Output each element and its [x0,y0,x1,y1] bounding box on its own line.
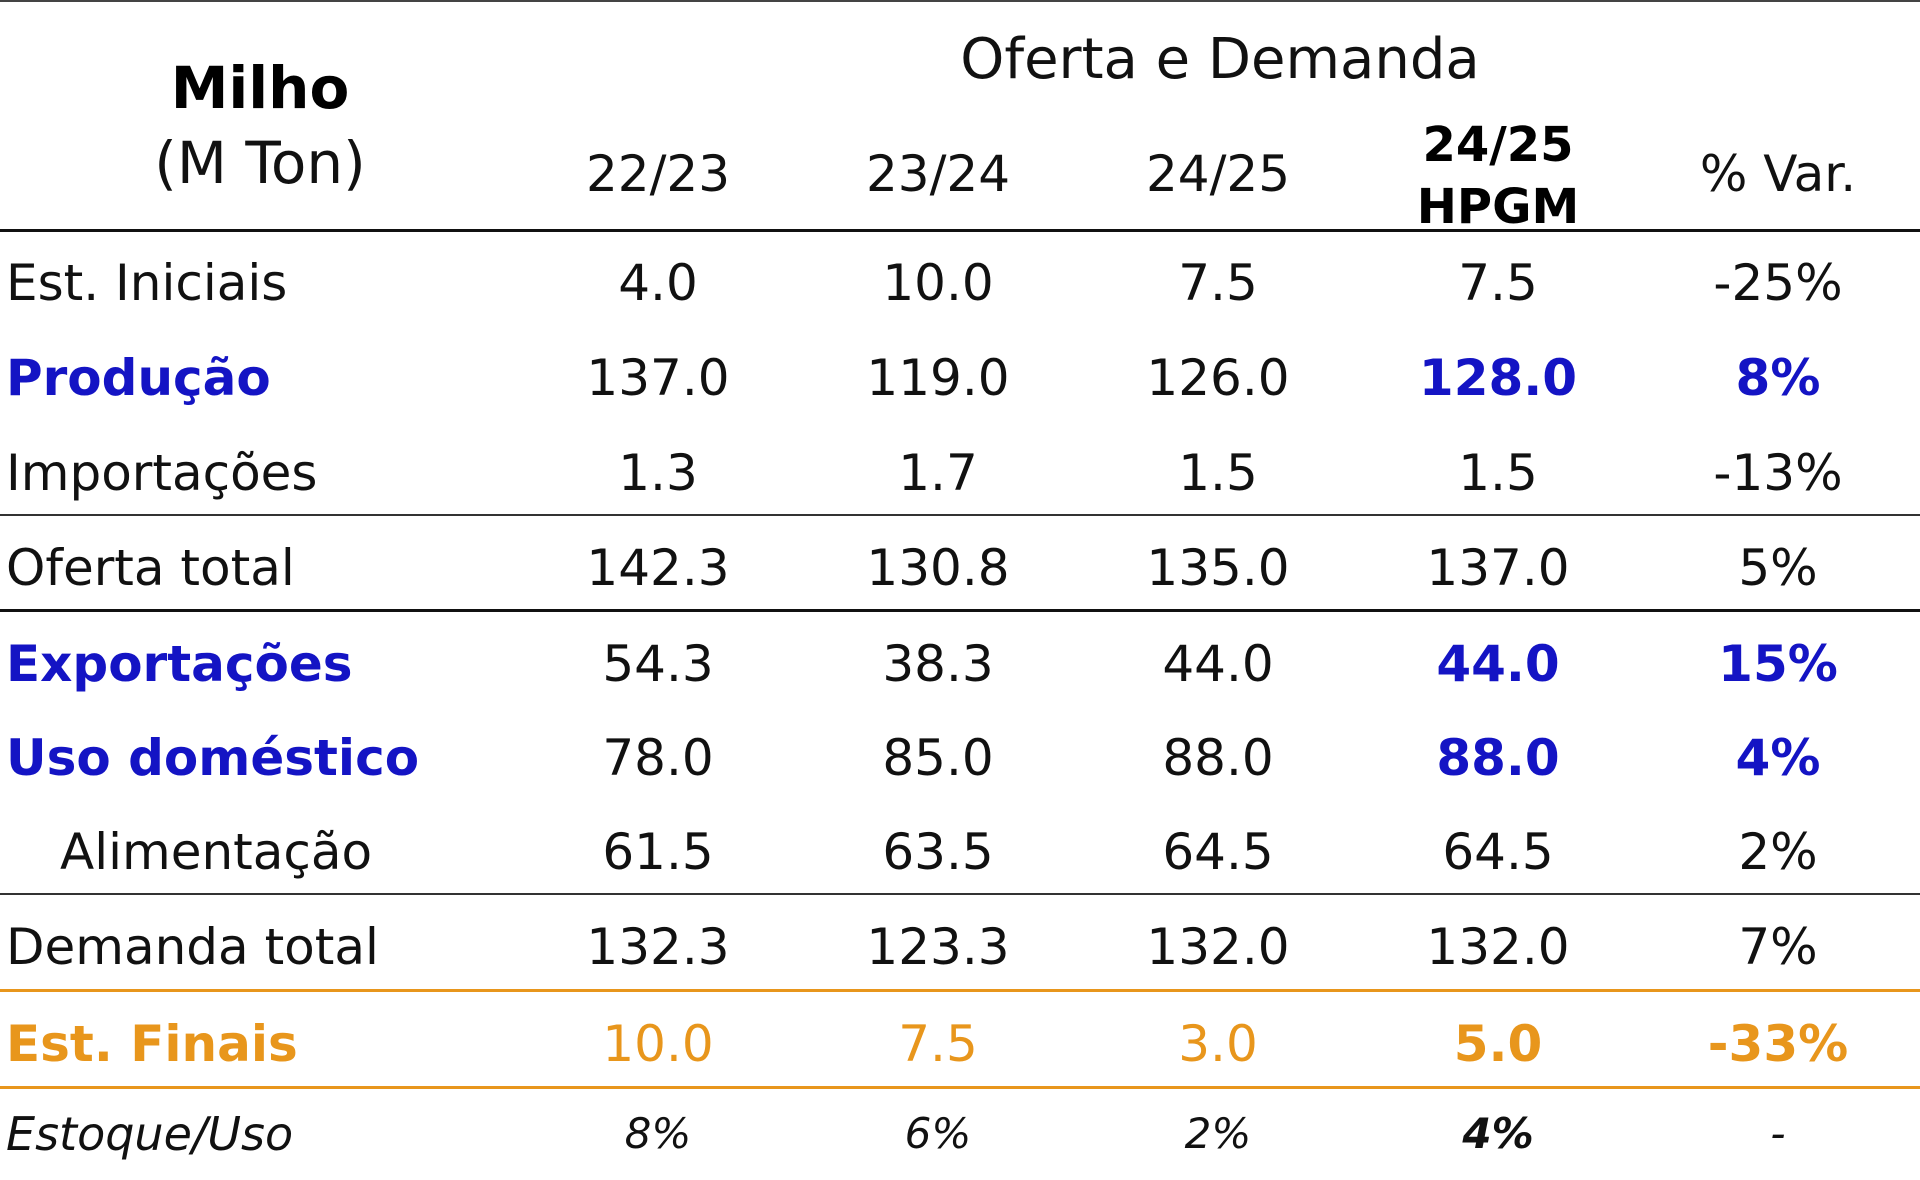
column-header-22-23: 22/23 [585,145,731,203]
column-header-23-24: 23/24 [865,145,1011,203]
row-label: Produção [6,349,271,407]
cell-value: -25% [1713,254,1843,312]
cell-value: 78.0 [602,729,714,787]
cell-value: 3.0 [1178,1015,1258,1073]
cell-value: 7.5 [1458,254,1538,312]
commodity-title: Milho [170,54,350,122]
cell-value: 64.5 [1442,823,1554,881]
table-row: Estoque/Uso 8% 6% 2% 4% - [0,1094,1920,1174]
cell-value: 61.5 [602,823,714,881]
table-row: Importações 1.3 1.7 1.5 1.5 -13% [0,433,1920,513]
divider-line [0,609,1920,612]
cell-value: 1.5 [1458,444,1538,502]
cell-value: 137.0 [1426,539,1570,597]
cell-value: 1.7 [898,444,978,502]
cell-value: 8% [624,1109,692,1158]
column-header-pct-var: % Var. [1699,145,1857,203]
cell-value: 4% [1462,1109,1534,1158]
cell-value: 126.0 [1146,349,1290,407]
cell-value: 2% [1738,823,1818,881]
divider-line [0,893,1920,895]
table-row: Est. Iniciais 4.0 10.0 7.5 7.5 -25% [0,243,1920,323]
cell-value: 132.0 [1426,918,1570,976]
cell-value: 38.3 [882,635,994,693]
cell-value: 85.0 [882,729,994,787]
cell-value: 88.0 [1162,729,1274,787]
cell-value: 128.0 [1418,349,1578,407]
cell-value: 119.0 [866,349,1010,407]
cell-value: 7.5 [898,1015,978,1073]
cell-value: 4.0 [618,254,698,312]
divider-line-orange [0,989,1920,992]
cell-value: 132.0 [1146,918,1290,976]
cell-value: 44.0 [1436,635,1560,693]
top-border [0,0,1920,2]
cell-value: 7% [1738,918,1818,976]
table-row: Oferta total 142.3 130.8 135.0 137.0 5% [0,528,1920,608]
cell-value: 44.0 [1162,635,1274,693]
row-label: Est. Iniciais [6,254,288,312]
row-label: Uso doméstico [6,729,420,787]
cell-value: 6% [904,1109,972,1158]
cell-value: 135.0 [1146,539,1290,597]
row-label: Estoque/Uso [6,1107,294,1161]
cell-value: 54.3 [602,635,714,693]
divider-line [0,514,1920,516]
table-row: Produção 137.0 119.0 126.0 128.0 8% [0,338,1920,418]
cell-value: - [1770,1109,1786,1158]
cell-value: 4% [1735,729,1821,787]
cell-value: 63.5 [882,823,994,881]
row-label: Exportações [6,635,353,693]
column-header-hpgm-year: 24/25 [1422,117,1574,173]
cell-value: 15% [1718,635,1838,693]
column-header-24-25-hpgm: 24/25 HPGM [1368,114,1628,238]
cell-value: 142.3 [586,539,730,597]
row-label: Alimentação [60,823,373,881]
table-row: Uso doméstico 78.0 85.0 88.0 88.0 4% [0,718,1920,798]
column-header-hpgm-source: HPGM [1416,179,1580,235]
cell-value: 7.5 [1178,254,1258,312]
row-label: Importações [6,444,318,502]
cell-value: 132.3 [586,918,730,976]
header-divider [0,229,1920,232]
table-header-left: Milho (M Ton) [40,48,480,198]
cell-value: 5.0 [1453,1015,1543,1073]
unit-label: (M Ton) [154,129,366,197]
cell-value: 10.0 [882,254,994,312]
column-header-24-25: 24/25 [1145,145,1291,203]
cell-value: 1.3 [618,444,698,502]
table-row: Est. Finais 10.0 7.5 3.0 5.0 -33% [0,1004,1920,1084]
table-row: Alimentação 61.5 63.5 64.5 64.5 2% [0,812,1920,892]
table-row: Demanda total 132.3 123.3 132.0 132.0 7% [0,907,1920,987]
row-label: Oferta total [6,539,295,597]
cell-value: 123.3 [866,918,1010,976]
cell-value: 1.5 [1178,444,1258,502]
cell-value: 130.8 [866,539,1010,597]
cell-value: 10.0 [602,1015,714,1073]
cell-value: 137.0 [586,349,730,407]
cell-value: 2% [1184,1109,1252,1158]
cell-value: -13% [1713,444,1843,502]
cell-value: 8% [1735,349,1821,407]
cell-value: 64.5 [1162,823,1274,881]
divider-line-orange [0,1086,1920,1089]
row-label: Est. Finais [6,1015,298,1073]
column-group-title: Oferta e Demanda [960,27,1480,92]
cell-value: 88.0 [1436,729,1560,787]
cell-value: -33% [1707,1015,1849,1073]
row-label: Demanda total [6,918,379,976]
table-row: Exportações 54.3 38.3 44.0 44.0 15% [0,624,1920,704]
cell-value: 5% [1738,539,1818,597]
